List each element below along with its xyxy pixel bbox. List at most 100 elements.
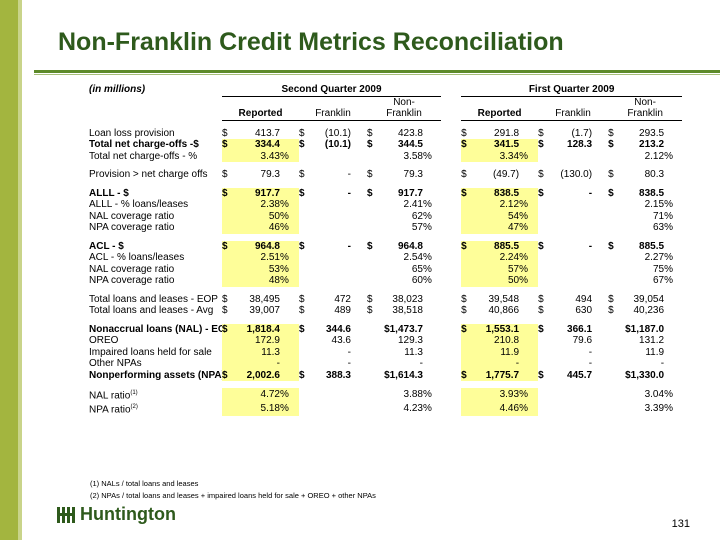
cell-value: 334.4 bbox=[233, 139, 280, 151]
cell-value: - bbox=[347, 187, 351, 199]
cell-value: - bbox=[347, 346, 351, 358]
cell-value: 2.38 bbox=[233, 199, 280, 211]
dollar-sign: $ bbox=[367, 293, 373, 305]
table-row: Total loans and leases - Avg $39,007 $489 $… bbox=[84, 305, 682, 317]
col-reported: Reported bbox=[461, 108, 539, 121]
dollar-sign bbox=[538, 275, 549, 287]
cell-value bbox=[549, 151, 592, 163]
dollar-sign bbox=[367, 252, 378, 264]
dollar-sign bbox=[222, 401, 233, 416]
dollar-sign: $ bbox=[608, 305, 614, 316]
percent-sign bbox=[351, 294, 367, 306]
cell-value: 293.5 bbox=[639, 127, 665, 139]
cell-value: 494 bbox=[575, 293, 593, 305]
dollar-sign: $ bbox=[538, 169, 544, 180]
percent-sign: % bbox=[664, 252, 673, 263]
dollar-sign: $ bbox=[299, 240, 305, 252]
percent-sign bbox=[351, 139, 367, 151]
table-row: Total loans and leases - EOP $38,495 $472 $… bbox=[84, 294, 682, 306]
cell-value: 445.7 bbox=[567, 369, 593, 381]
percent-sign bbox=[351, 388, 367, 402]
percent-sign: % bbox=[280, 401, 299, 416]
row-label: Total net charge-offs -$ bbox=[89, 139, 199, 150]
cell-value: 40,236 bbox=[633, 305, 665, 316]
percent-sign bbox=[351, 211, 367, 223]
dollar-sign bbox=[461, 263, 473, 275]
percent-sign: % bbox=[519, 222, 539, 234]
dollar-sign: $ bbox=[461, 323, 473, 335]
cell-value: 46 bbox=[233, 222, 280, 234]
dollar-sign: $ bbox=[461, 187, 473, 199]
dollar-sign: $ bbox=[299, 305, 305, 316]
cell-value: 838.5 bbox=[472, 187, 520, 199]
percent-sign bbox=[423, 347, 441, 359]
cell-value bbox=[310, 252, 351, 264]
cell-value bbox=[549, 222, 592, 234]
cell-value: (49.7) bbox=[492, 169, 520, 180]
dollar-sign bbox=[608, 151, 619, 163]
percent-sign bbox=[423, 324, 441, 336]
percent-sign: % bbox=[423, 389, 432, 401]
nonfranklin-top-label: Non- bbox=[393, 96, 415, 108]
spacer-row bbox=[84, 381, 682, 388]
percent-sign bbox=[280, 369, 299, 381]
dollar-sign bbox=[538, 402, 549, 416]
percent-sign bbox=[519, 358, 539, 370]
cell-value: 50 bbox=[233, 210, 280, 222]
cell-value: 2.12 bbox=[472, 199, 520, 211]
cell-value: 60 bbox=[411, 275, 423, 286]
dollar-sign bbox=[367, 211, 378, 223]
percent-sign: % bbox=[423, 150, 432, 162]
cell-value: 11.9 bbox=[645, 346, 665, 358]
dollar-sign: $ bbox=[608, 127, 614, 139]
table-row: ALLL - % loans/leases 2.38% 2.41% 2.12% 2.15… bbox=[84, 199, 682, 211]
cell-value: 2.54 bbox=[403, 252, 423, 263]
cell-value: 80.3 bbox=[644, 169, 665, 180]
percent-sign bbox=[519, 346, 539, 358]
dollar-sign bbox=[222, 150, 233, 162]
cell-value: 79.6 bbox=[572, 335, 593, 346]
percent-sign: % bbox=[519, 401, 539, 416]
dollar-sign bbox=[538, 222, 549, 234]
dollar-sign bbox=[299, 211, 310, 223]
dollar-sign: $ bbox=[367, 139, 373, 150]
table-row: ACL - % loans/leases 2.51% 2.54% 2.24% 2.27% bbox=[84, 252, 682, 264]
cell-value: 2.27 bbox=[644, 252, 665, 263]
dollar-sign: $ bbox=[299, 127, 305, 139]
dollar-sign bbox=[538, 151, 549, 163]
cell-value: 57 bbox=[411, 222, 423, 233]
row-label: ACL - % loans/leases bbox=[89, 252, 185, 263]
cell-value: 413.7 bbox=[254, 127, 280, 139]
dollar-sign bbox=[299, 358, 310, 370]
percent-sign bbox=[664, 324, 682, 336]
percent-sign: % bbox=[280, 263, 299, 275]
dollar-sign bbox=[367, 358, 378, 370]
cell-value: 62 bbox=[411, 210, 423, 222]
cell-value bbox=[310, 264, 351, 276]
huntington-mark-icon bbox=[57, 506, 75, 523]
percent-sign: % bbox=[280, 210, 299, 222]
percent-sign bbox=[423, 188, 441, 200]
table-row: NAL coverage ratio 50% 62% 54% 71% bbox=[84, 210, 682, 223]
cell-value: 39,007 bbox=[249, 305, 280, 316]
percent-sign bbox=[592, 335, 608, 347]
cell-value: 53 bbox=[233, 263, 280, 275]
spacer-row bbox=[84, 287, 682, 294]
cell-value: 79.3 bbox=[403, 169, 423, 180]
percent-sign bbox=[592, 388, 608, 402]
dollar-sign bbox=[299, 222, 310, 234]
dollar-sign bbox=[367, 199, 378, 211]
percent-sign bbox=[592, 252, 608, 264]
percent-sign bbox=[280, 169, 299, 181]
col-nonfranklin: Franklin bbox=[608, 108, 683, 121]
percent-sign bbox=[519, 305, 538, 317]
footnote-2: (2) NPAs / total loans and leases + impa… bbox=[90, 491, 376, 500]
dollar-sign bbox=[608, 347, 619, 359]
row-label: Provision > net charge offs bbox=[89, 169, 208, 180]
dollar-sign: $ bbox=[608, 293, 614, 305]
dollar-sign bbox=[608, 402, 619, 416]
cell-value: $1,330.0 bbox=[625, 369, 665, 381]
percent-sign bbox=[351, 188, 367, 200]
side-stripe-light bbox=[18, 0, 22, 540]
table-row: NPA coverage ratio 46% 57% 47% 63% bbox=[84, 222, 682, 234]
